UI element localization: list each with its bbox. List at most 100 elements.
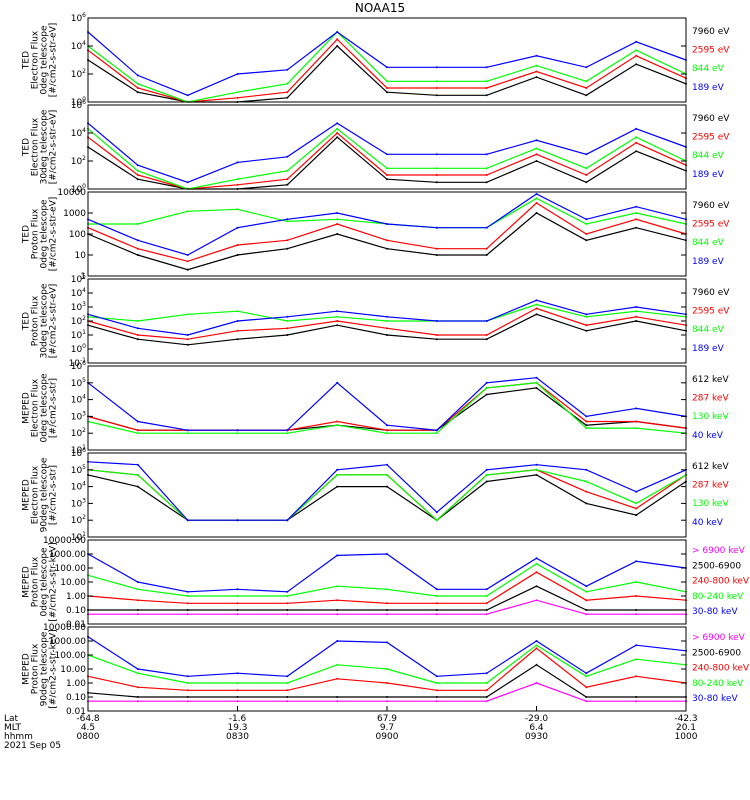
data-point [635, 218, 638, 221]
data-point [136, 164, 139, 167]
data-point [435, 66, 438, 69]
data-point [336, 122, 339, 125]
x-tick-label: 0830 [226, 732, 249, 742]
y-axis-label: 90deg telescope [40, 631, 50, 706]
data-point [236, 183, 239, 186]
panel-frame [87, 17, 687, 103]
data-point [635, 502, 638, 505]
y-tick-label: 10000.00 [43, 623, 86, 633]
x-tick-label: 0930 [525, 732, 548, 742]
data-point [585, 239, 588, 242]
y-axis-label: [#/cm2-s-str-eV] [49, 23, 59, 98]
data-point [585, 700, 588, 703]
data-point [485, 696, 488, 698]
data-point [435, 167, 438, 170]
data-point [485, 689, 488, 692]
data-point [386, 167, 388, 170]
y-tick-label: 106 [71, 12, 86, 24]
data-point [136, 254, 139, 256]
data-point [585, 468, 588, 471]
data-point [336, 31, 339, 33]
y-axis-label: [#/cm2-s-str-keV] [49, 542, 59, 621]
data-point [435, 689, 438, 692]
data-point [485, 468, 488, 471]
y-axis-label: Proton Flux [31, 295, 41, 346]
data-point [286, 155, 289, 158]
data-point [585, 153, 588, 156]
data-point [535, 647, 538, 650]
panel-frame [87, 539, 687, 625]
data-point [435, 174, 438, 176]
data-point [535, 147, 538, 150]
x-tick-label: 20.1 [676, 723, 696, 733]
data-point [286, 595, 289, 597]
data-point [386, 429, 388, 432]
y-tick-label: 102 [71, 68, 86, 80]
data-point [336, 132, 339, 134]
data-point [585, 167, 588, 170]
x-tick-label: -64.8 [76, 714, 100, 724]
x-tick-label: 0800 [77, 732, 100, 742]
data-point [286, 96, 289, 99]
legend-entry: 80-240 keV [692, 679, 744, 689]
data-point [485, 381, 488, 384]
series-line-7960-ev [87, 136, 687, 190]
chart-title: NOAA15 [355, 1, 405, 15]
y-axis-label: [#/cm2-s-str-eV] [49, 197, 59, 272]
data-point [386, 424, 388, 427]
data-point [435, 334, 438, 336]
data-point [585, 590, 588, 593]
series-line-80-240-kev [87, 644, 687, 684]
x-tick-label: 19.3 [227, 723, 247, 733]
data-point [635, 609, 638, 611]
y-tick-label: 0.10 [66, 606, 86, 616]
data-point [435, 226, 438, 229]
panel-meped-p-0deg: 0.01 0.10 1.00 10.00 100.00 1000.00 10000.00 ME… [22, 536, 750, 630]
legend-entry: 2595 eV [692, 307, 730, 317]
legend-entry: 2595 eV [692, 46, 730, 56]
data-point [236, 91, 239, 94]
data-point [286, 613, 289, 616]
series-line-7960-ev [87, 313, 687, 346]
y-tick-label: 1.00 [66, 592, 86, 602]
y-axis-label: Proton Flux [31, 556, 41, 607]
data-point [336, 585, 339, 588]
data-point [535, 468, 538, 471]
data-point [535, 381, 538, 384]
data-point [535, 303, 538, 306]
y-tick-label: 102 [71, 514, 86, 526]
data-point [236, 588, 239, 591]
data-point [336, 136, 339, 139]
data-point [386, 463, 388, 466]
data-point [535, 386, 538, 389]
data-point [136, 87, 139, 89]
data-point [435, 519, 438, 522]
data-point [286, 247, 289, 250]
data-point [336, 640, 339, 642]
data-point [336, 127, 339, 130]
legend-entry: 7960 eV [692, 288, 730, 298]
data-point [186, 682, 189, 684]
data-point [535, 562, 538, 565]
data-point [286, 315, 289, 318]
data-point [435, 80, 438, 83]
data-point [635, 427, 638, 430]
data-point [236, 73, 239, 75]
data-point [236, 595, 239, 597]
y-tick-label: 105 [71, 464, 86, 476]
data-point [485, 602, 488, 605]
x-tick-label: 67.9 [377, 714, 397, 724]
y-tick-label: 1000.00 [49, 637, 86, 647]
data-point [635, 658, 638, 661]
data-point [236, 519, 239, 522]
x-tick-label: 1000 [675, 732, 698, 742]
data-point [386, 327, 388, 330]
data-point [585, 585, 588, 588]
data-point [186, 609, 189, 611]
data-point [336, 613, 339, 616]
data-point [635, 63, 638, 66]
y-tick-label: 10000 [57, 188, 86, 198]
y-tick-label: 104 [71, 127, 86, 139]
panel-frame [87, 365, 687, 451]
